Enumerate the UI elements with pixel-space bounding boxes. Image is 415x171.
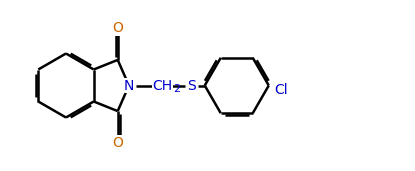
Text: O: O: [112, 21, 123, 35]
Text: Cl: Cl: [274, 83, 287, 97]
Text: N: N: [124, 78, 134, 93]
Text: CH: CH: [152, 78, 173, 93]
Text: 2: 2: [173, 84, 180, 95]
Text: O: O: [112, 136, 123, 150]
Text: S: S: [188, 78, 196, 93]
